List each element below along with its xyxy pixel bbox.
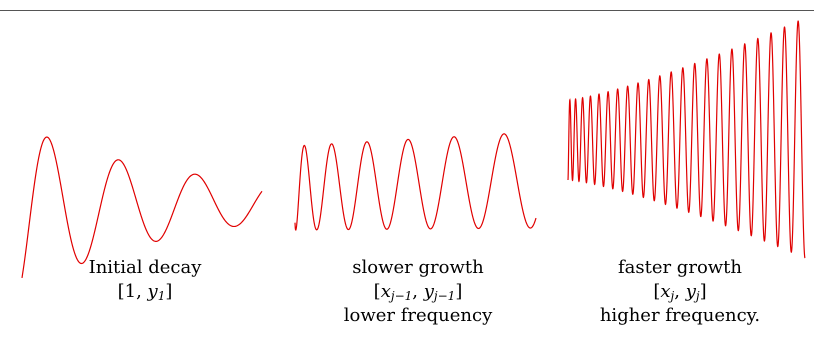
fast-growth-wave <box>567 20 806 259</box>
caption-frequency: higher frequency. <box>599 305 761 326</box>
caption-interval: [1, y1] <box>117 281 173 303</box>
caption-faster-growth: faster growth [xj, yj] higher frequency. <box>580 256 780 328</box>
caption-frequency: lower frequency <box>343 305 493 326</box>
caption-title: Initial decay <box>88 257 202 278</box>
caption-interval: [xj, yj] <box>653 281 707 303</box>
caption-interval: [xj−1, yj−1] <box>373 281 463 303</box>
top-rule <box>0 10 814 11</box>
decaying-wave <box>21 136 263 278</box>
caption-slower-growth: slower growth [xj−1, yj−1] lower frequen… <box>318 256 518 328</box>
caption-title: faster growth <box>617 257 743 278</box>
caption-initial-decay: Initial decay [1, y1] <box>50 256 240 304</box>
slow-growth-wave <box>294 133 537 232</box>
caption-title: slower growth <box>352 257 484 278</box>
